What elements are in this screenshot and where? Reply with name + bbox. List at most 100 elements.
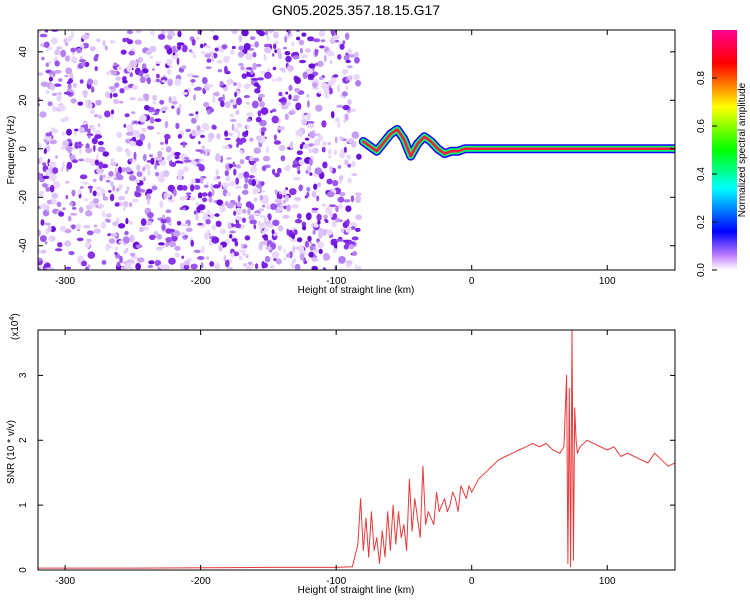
noise-speck [289,188,297,196]
noise-speck [145,220,153,226]
noise-speck [265,246,272,251]
noise-speck [91,86,95,93]
noise-speck [93,144,96,152]
noise-speck [271,108,277,113]
noise-speck [46,205,50,212]
noise-speck [181,65,187,70]
noise-speck [242,209,247,214]
noise-speck [190,178,196,183]
noise-speck [252,62,257,71]
noise-speck [245,52,253,61]
noise-speck [43,260,48,264]
noise-speck [274,208,282,214]
noise-speck [133,120,138,124]
noise-speck [245,265,253,270]
noise-speck [161,244,166,248]
noise-speck [316,195,320,202]
noise-speck [124,167,132,173]
noise-speck [97,123,101,128]
noise-speck [173,230,181,237]
noise-speck [172,52,176,56]
noise-speck [70,31,74,39]
noise-speck [283,248,286,254]
noise-speck [334,136,338,144]
noise-speck [167,78,173,87]
noise-speck [143,164,151,170]
noise-speck [269,264,275,269]
noise-speck [329,211,333,218]
noise-speck [347,99,352,105]
noise-speck [212,184,221,189]
noise-speck [113,62,118,67]
noise-speck [229,230,236,234]
noise-speck [271,53,275,57]
colorbar-tick-label: 0.6 [696,119,707,133]
noise-speck [183,159,192,163]
noise-speck [278,98,285,103]
noise-speck [279,203,284,209]
noise-speck [240,66,245,71]
noise-speck [246,118,251,122]
noise-speck [105,218,109,222]
noise-speck [97,114,103,120]
noise-speck [69,202,74,206]
noise-speck [123,250,127,254]
noise-speck [264,30,268,36]
noise-speck [80,56,83,61]
noise-speck [238,34,243,43]
noise-speck [146,188,153,194]
noise-speck [126,131,134,136]
noise-speck [122,236,130,244]
noise-speck [271,251,280,259]
noise-speck [49,139,58,145]
noise-speck [155,171,160,177]
noise-speck [344,159,349,166]
noise-speck [211,224,216,231]
noise-speck [78,189,81,195]
noise-speck [214,47,219,52]
noise-speck [350,195,355,203]
noise-speck [96,168,101,174]
noise-speck [343,199,351,203]
noise-speck [67,82,72,91]
noise-speck [354,264,358,270]
noise-speck [293,229,298,236]
noise-speck [277,126,285,131]
noise-speck [351,131,360,139]
noise-speck [274,172,280,178]
noise-speck [284,113,289,121]
noise-speck [65,266,72,270]
noise-speck [324,255,331,260]
noise-speck [338,255,346,264]
noise-speck [108,86,116,90]
noise-speck [227,132,234,136]
noise-speck [137,257,145,263]
noise-speck [274,49,278,54]
noise-speck [321,146,326,153]
noise-speck [293,197,302,201]
noise-speck [332,179,339,187]
noise-speck [295,102,302,111]
noise-speck [58,78,63,82]
noise-speck [251,165,257,173]
noise-speck [217,45,222,49]
noise-speck [80,61,86,67]
noise-speck [163,170,170,178]
noise-speck [72,82,77,89]
noise-speck [343,244,349,250]
noise-speck [295,246,299,250]
noise-speck [104,110,111,118]
noise-speck [320,39,326,43]
heatmap-y-ticks: -40 -20 0 20 40 [18,46,675,253]
noise-speck [129,72,133,78]
noise-speck [118,240,125,244]
noise-speck [89,108,96,115]
noise-speck [190,51,196,55]
noise-speck [129,252,136,257]
noise-speck [209,51,215,55]
noise-speck [87,100,91,107]
noise-speck [294,219,303,224]
noise-speck [305,48,311,53]
noise-speck [234,240,239,247]
noise-speck [233,82,237,86]
